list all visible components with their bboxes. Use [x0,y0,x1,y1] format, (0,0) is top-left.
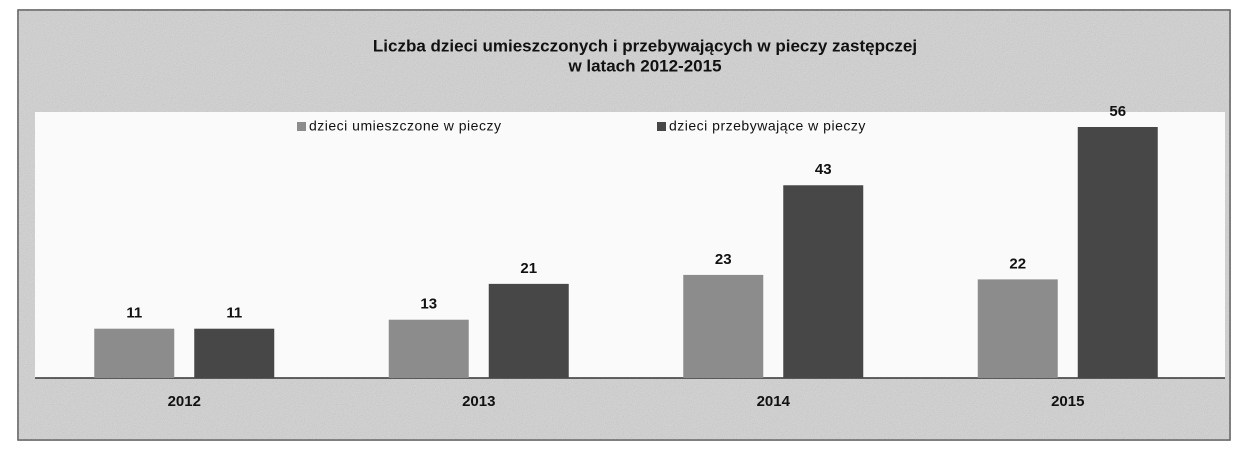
chart-title: w latach 2012-2015 [567,56,721,75]
data-label: 21 [520,260,537,277]
bar [488,283,569,378]
x-tick-label: 2012 [168,393,201,410]
x-tick-label: 2014 [757,393,791,410]
data-label: 11 [226,305,242,322]
chart-title: Liczba dzieci umieszczonych i przebywają… [373,36,917,55]
data-label: 22 [1009,255,1026,272]
bar [783,185,864,378]
legend-label: dzieci umieszczone w pieczy [309,118,501,134]
data-label: 43 [815,161,832,178]
bar [683,274,764,378]
legend-swatch [297,122,306,131]
data-label: 11 [126,305,142,322]
bar [977,279,1058,378]
data-label: 13 [420,296,437,313]
x-tick-label: 2013 [462,393,495,410]
bar [1077,127,1158,378]
data-label: 23 [715,251,732,268]
bar [94,328,175,378]
data-label: 56 [1109,103,1126,120]
x-tick-label: 2015 [1051,393,1084,410]
legend-label: dzieci przebywające w pieczy [669,118,866,134]
bar [388,319,469,378]
bar [194,328,275,378]
legend-swatch [657,122,666,131]
